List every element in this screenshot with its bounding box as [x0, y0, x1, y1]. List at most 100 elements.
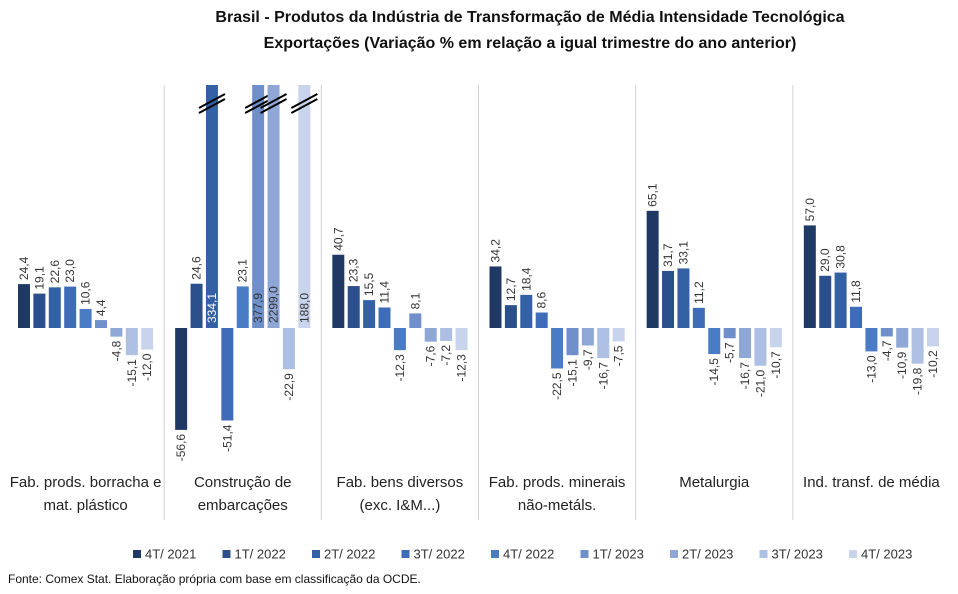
bar — [581, 328, 594, 346]
data-label: -16,7 — [738, 362, 752, 390]
data-label: -7,6 — [424, 345, 438, 366]
legend-label: 4T/ 2021 — [145, 547, 196, 562]
data-label: -10,9 — [895, 351, 909, 379]
bar — [754, 328, 767, 366]
data-label: 23,3 — [347, 258, 361, 282]
legend-swatch — [759, 550, 768, 558]
data-label: 33,1 — [676, 241, 690, 265]
data-label: 2299,0 — [267, 286, 281, 323]
data-label: -51,4 — [220, 424, 234, 452]
bar — [708, 328, 721, 355]
bar — [566, 328, 579, 356]
legend-label: 3T/ 2023 — [772, 547, 823, 562]
bar — [803, 225, 816, 328]
data-label: 188,0 — [297, 293, 311, 323]
bar — [520, 294, 533, 328]
data-label: 18,4 — [519, 267, 533, 291]
legend-swatch — [133, 550, 141, 558]
bar — [221, 328, 234, 421]
bar — [834, 272, 847, 328]
bar — [424, 328, 437, 342]
bar — [33, 293, 46, 328]
category-label: Ind. transf. de média — [803, 474, 940, 491]
bar — [880, 328, 893, 337]
category-label: Fab. prods. borracha e mat. plástico — [9, 474, 162, 514]
bar — [236, 286, 249, 328]
bar — [332, 254, 345, 328]
bar — [739, 328, 752, 359]
bar — [79, 308, 92, 328]
bar — [692, 307, 705, 328]
axis-break — [198, 93, 226, 109]
legend-label: 2T/ 2023 — [682, 547, 733, 562]
bar — [504, 305, 517, 328]
bar — [597, 328, 610, 359]
data-label: -12,3 — [455, 354, 469, 382]
source-note: Fonte: Comex Stat. Elaboração própria co… — [8, 572, 421, 586]
data-label: 11,2 — [692, 281, 706, 304]
data-label: -22,5 — [550, 372, 564, 400]
bar — [205, 85, 218, 328]
data-label: 30,8 — [834, 245, 848, 269]
bar — [94, 320, 107, 328]
bar — [409, 313, 422, 328]
legend-label: 2T/ 2022 — [324, 547, 375, 562]
data-label: 377,9 — [251, 293, 265, 323]
bar — [347, 286, 360, 328]
bar — [440, 328, 453, 341]
bar — [252, 85, 265, 328]
data-label: -14,5 — [707, 358, 721, 386]
bar — [677, 268, 690, 328]
bar — [927, 328, 940, 347]
data-label: 4,4 — [94, 299, 108, 316]
data-label: 11,8 — [849, 280, 863, 303]
bar — [911, 328, 924, 364]
data-label: 23,1 — [236, 259, 250, 283]
data-label: -12,3 — [393, 354, 407, 382]
legend-swatch — [312, 550, 320, 558]
axis-break — [244, 98, 272, 114]
data-label: -7,5 — [612, 345, 626, 366]
bar — [723, 328, 736, 339]
bar — [17, 284, 30, 328]
axis-break — [260, 98, 288, 114]
bar — [267, 85, 280, 328]
data-label: -16,7 — [596, 362, 610, 390]
bar — [125, 328, 138, 356]
chart-title: Brasil - Produtos da Indústria de Transf… — [215, 9, 844, 26]
bar — [455, 328, 468, 351]
data-label: 24,6 — [190, 256, 204, 280]
bar — [190, 283, 203, 328]
legend-label: 4T/ 2023 — [861, 547, 912, 562]
axis-break — [290, 98, 318, 114]
bar — [535, 312, 548, 328]
data-label: 23,0 — [63, 259, 77, 283]
legend-swatch — [222, 550, 231, 558]
bar — [819, 275, 832, 328]
data-label: -7,2 — [439, 345, 453, 366]
axis-break — [244, 93, 272, 109]
bar — [865, 328, 878, 352]
data-label: 29,0 — [818, 248, 832, 272]
bar — [298, 85, 311, 328]
data-label: 22,6 — [48, 260, 62, 284]
data-label: -10,2 — [926, 350, 940, 378]
bar — [769, 328, 782, 348]
bar — [110, 328, 123, 337]
data-label: -21,0 — [753, 369, 767, 397]
bar — [175, 328, 188, 430]
legend-label: 1T/ 2023 — [593, 547, 644, 562]
axis-break — [198, 98, 226, 114]
data-label: -5,7 — [723, 342, 737, 363]
data-label: 19,1 — [32, 266, 46, 290]
legend-swatch — [849, 550, 857, 558]
chart-subtitle: Exportações (Variação % em relação a igu… — [264, 35, 797, 52]
legend-swatch — [491, 550, 499, 558]
axis-break — [260, 93, 288, 109]
legend-swatch — [670, 550, 678, 558]
data-label: -22,9 — [282, 373, 296, 401]
data-label: -4,8 — [109, 340, 123, 361]
bar — [896, 328, 909, 348]
category-label: Fab. bens diversos (exc. I&M...) — [336, 474, 464, 514]
